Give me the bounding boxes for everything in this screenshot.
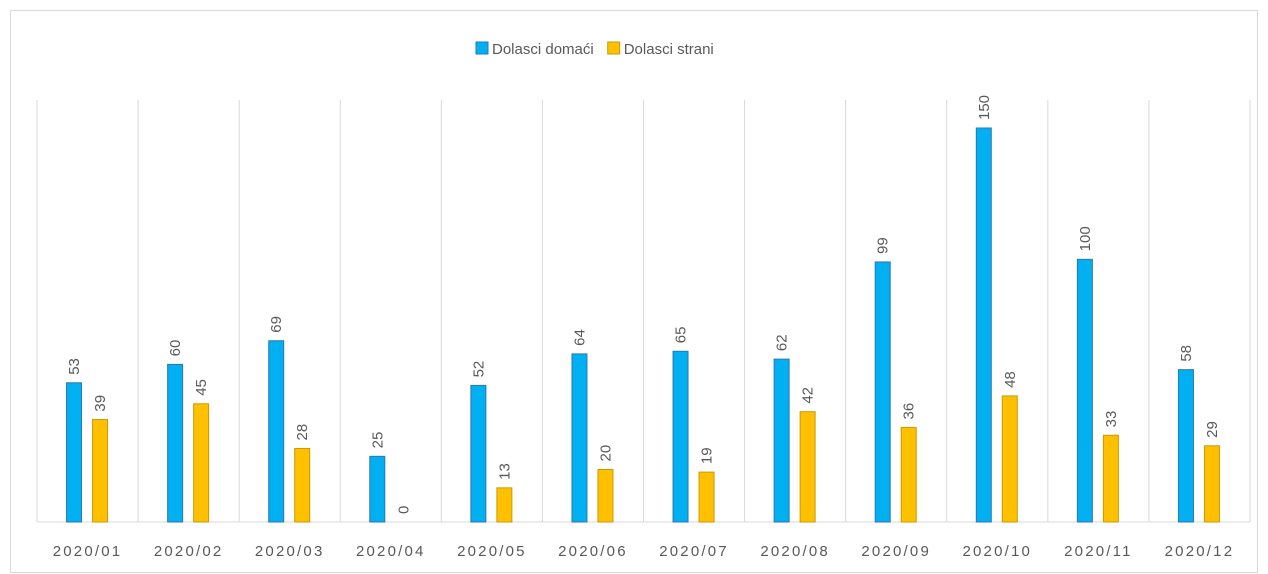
data-label: 42: [800, 387, 817, 404]
x-tick-label: 2020/07: [659, 543, 729, 560]
x-tick-label: 2020/12: [1165, 543, 1235, 560]
data-label: 53: [66, 358, 83, 375]
x-tick-label: 2020/06: [558, 543, 628, 560]
x-tick-label: 2020/10: [962, 543, 1032, 560]
bar: [799, 411, 816, 523]
data-label: 20: [597, 445, 614, 462]
bar: [470, 384, 487, 523]
bar: [874, 261, 891, 523]
x-tick-label: 2020/05: [457, 543, 527, 560]
bar: [597, 468, 614, 523]
x-tick-label: 2020/03: [255, 543, 325, 560]
x-tick-label: 2020/01: [53, 543, 123, 560]
legend: Dolasci domaći Dolasci strani: [475, 41, 714, 58]
data-label: 28: [294, 424, 311, 441]
data-label: 25: [369, 432, 386, 449]
bar: [1177, 369, 1194, 523]
data-label: 69: [268, 316, 285, 333]
bar: [92, 419, 109, 523]
bar: [294, 447, 311, 523]
chart-border: [10, 10, 1258, 573]
data-label: 29: [1204, 421, 1221, 438]
data-label: 36: [901, 403, 918, 420]
bar: [900, 426, 917, 523]
bar: [369, 455, 386, 523]
legend-label: Dolasci strani: [624, 41, 714, 58]
data-label: 52: [470, 361, 487, 378]
data-label: 150: [976, 95, 993, 120]
x-tick-label: 2020/09: [861, 543, 931, 560]
bar: [268, 340, 285, 523]
x-tick-label: 2020/08: [760, 543, 830, 560]
x-tick-label: 2020/11: [1064, 543, 1133, 560]
bar: [193, 403, 210, 523]
data-label: 13: [496, 463, 513, 480]
data-label: 100: [1077, 226, 1094, 251]
data-label: 99: [875, 237, 892, 254]
data-label: 60: [167, 340, 184, 357]
bar: [698, 471, 715, 523]
bar: [1203, 445, 1220, 523]
data-label: 19: [699, 447, 716, 464]
legend-label: Dolasci domaći: [492, 41, 594, 58]
data-label: 65: [673, 327, 690, 344]
x-tick-label: 2020/02: [154, 543, 224, 560]
bar: [496, 487, 513, 523]
legend-swatch: [475, 41, 489, 55]
bar: [1076, 258, 1093, 523]
data-label: 0: [395, 506, 412, 514]
data-label: 33: [1103, 411, 1120, 428]
bar: [571, 353, 588, 523]
data-label: 45: [193, 379, 210, 396]
data-label: 64: [571, 329, 588, 346]
bar: [167, 363, 184, 523]
bar: [1102, 434, 1119, 523]
legend-swatch: [607, 41, 621, 55]
data-label: 58: [1178, 345, 1195, 362]
data-label: 62: [774, 334, 791, 351]
x-tick-label: 2020/04: [356, 543, 426, 560]
data-label: 39: [92, 395, 109, 412]
data-label: 48: [1002, 371, 1019, 388]
bar: [975, 127, 992, 523]
bar: [773, 358, 790, 523]
bar: [672, 350, 689, 523]
bar: [66, 382, 83, 523]
bar: [1001, 395, 1018, 523]
